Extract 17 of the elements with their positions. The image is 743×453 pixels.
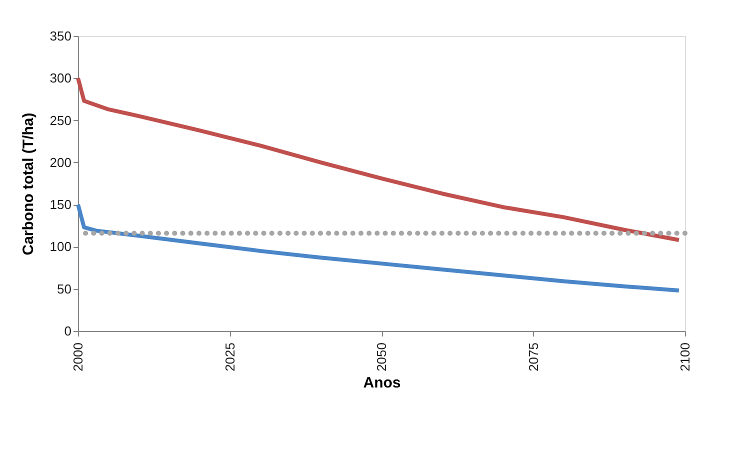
x-tick-label: 2025 bbox=[222, 342, 238, 372]
y-tick-label: 250 bbox=[50, 112, 72, 128]
x-tick-label: 2050 bbox=[374, 342, 389, 372]
y-tick-label: 150 bbox=[50, 197, 72, 212]
x-tick-label: 2075 bbox=[526, 342, 541, 372]
y-tick-label: 200 bbox=[50, 154, 72, 170]
y-tick-label: 350 bbox=[50, 28, 72, 44]
y-tick-label: 100 bbox=[50, 239, 72, 254]
x-axis-title: Anos bbox=[363, 374, 401, 392]
y-axis-title: Carbono total (T/ha) bbox=[20, 112, 37, 256]
x-tick-label: 2000 bbox=[70, 342, 86, 372]
x-tick-label: 2100 bbox=[678, 342, 692, 372]
line-series bbox=[76, 76, 681, 242]
y-tick-label: 50 bbox=[57, 281, 72, 296]
y-tick-label: 0 bbox=[64, 324, 72, 338]
line-series bbox=[76, 202, 681, 293]
y-tick-label: 300 bbox=[50, 70, 72, 86]
